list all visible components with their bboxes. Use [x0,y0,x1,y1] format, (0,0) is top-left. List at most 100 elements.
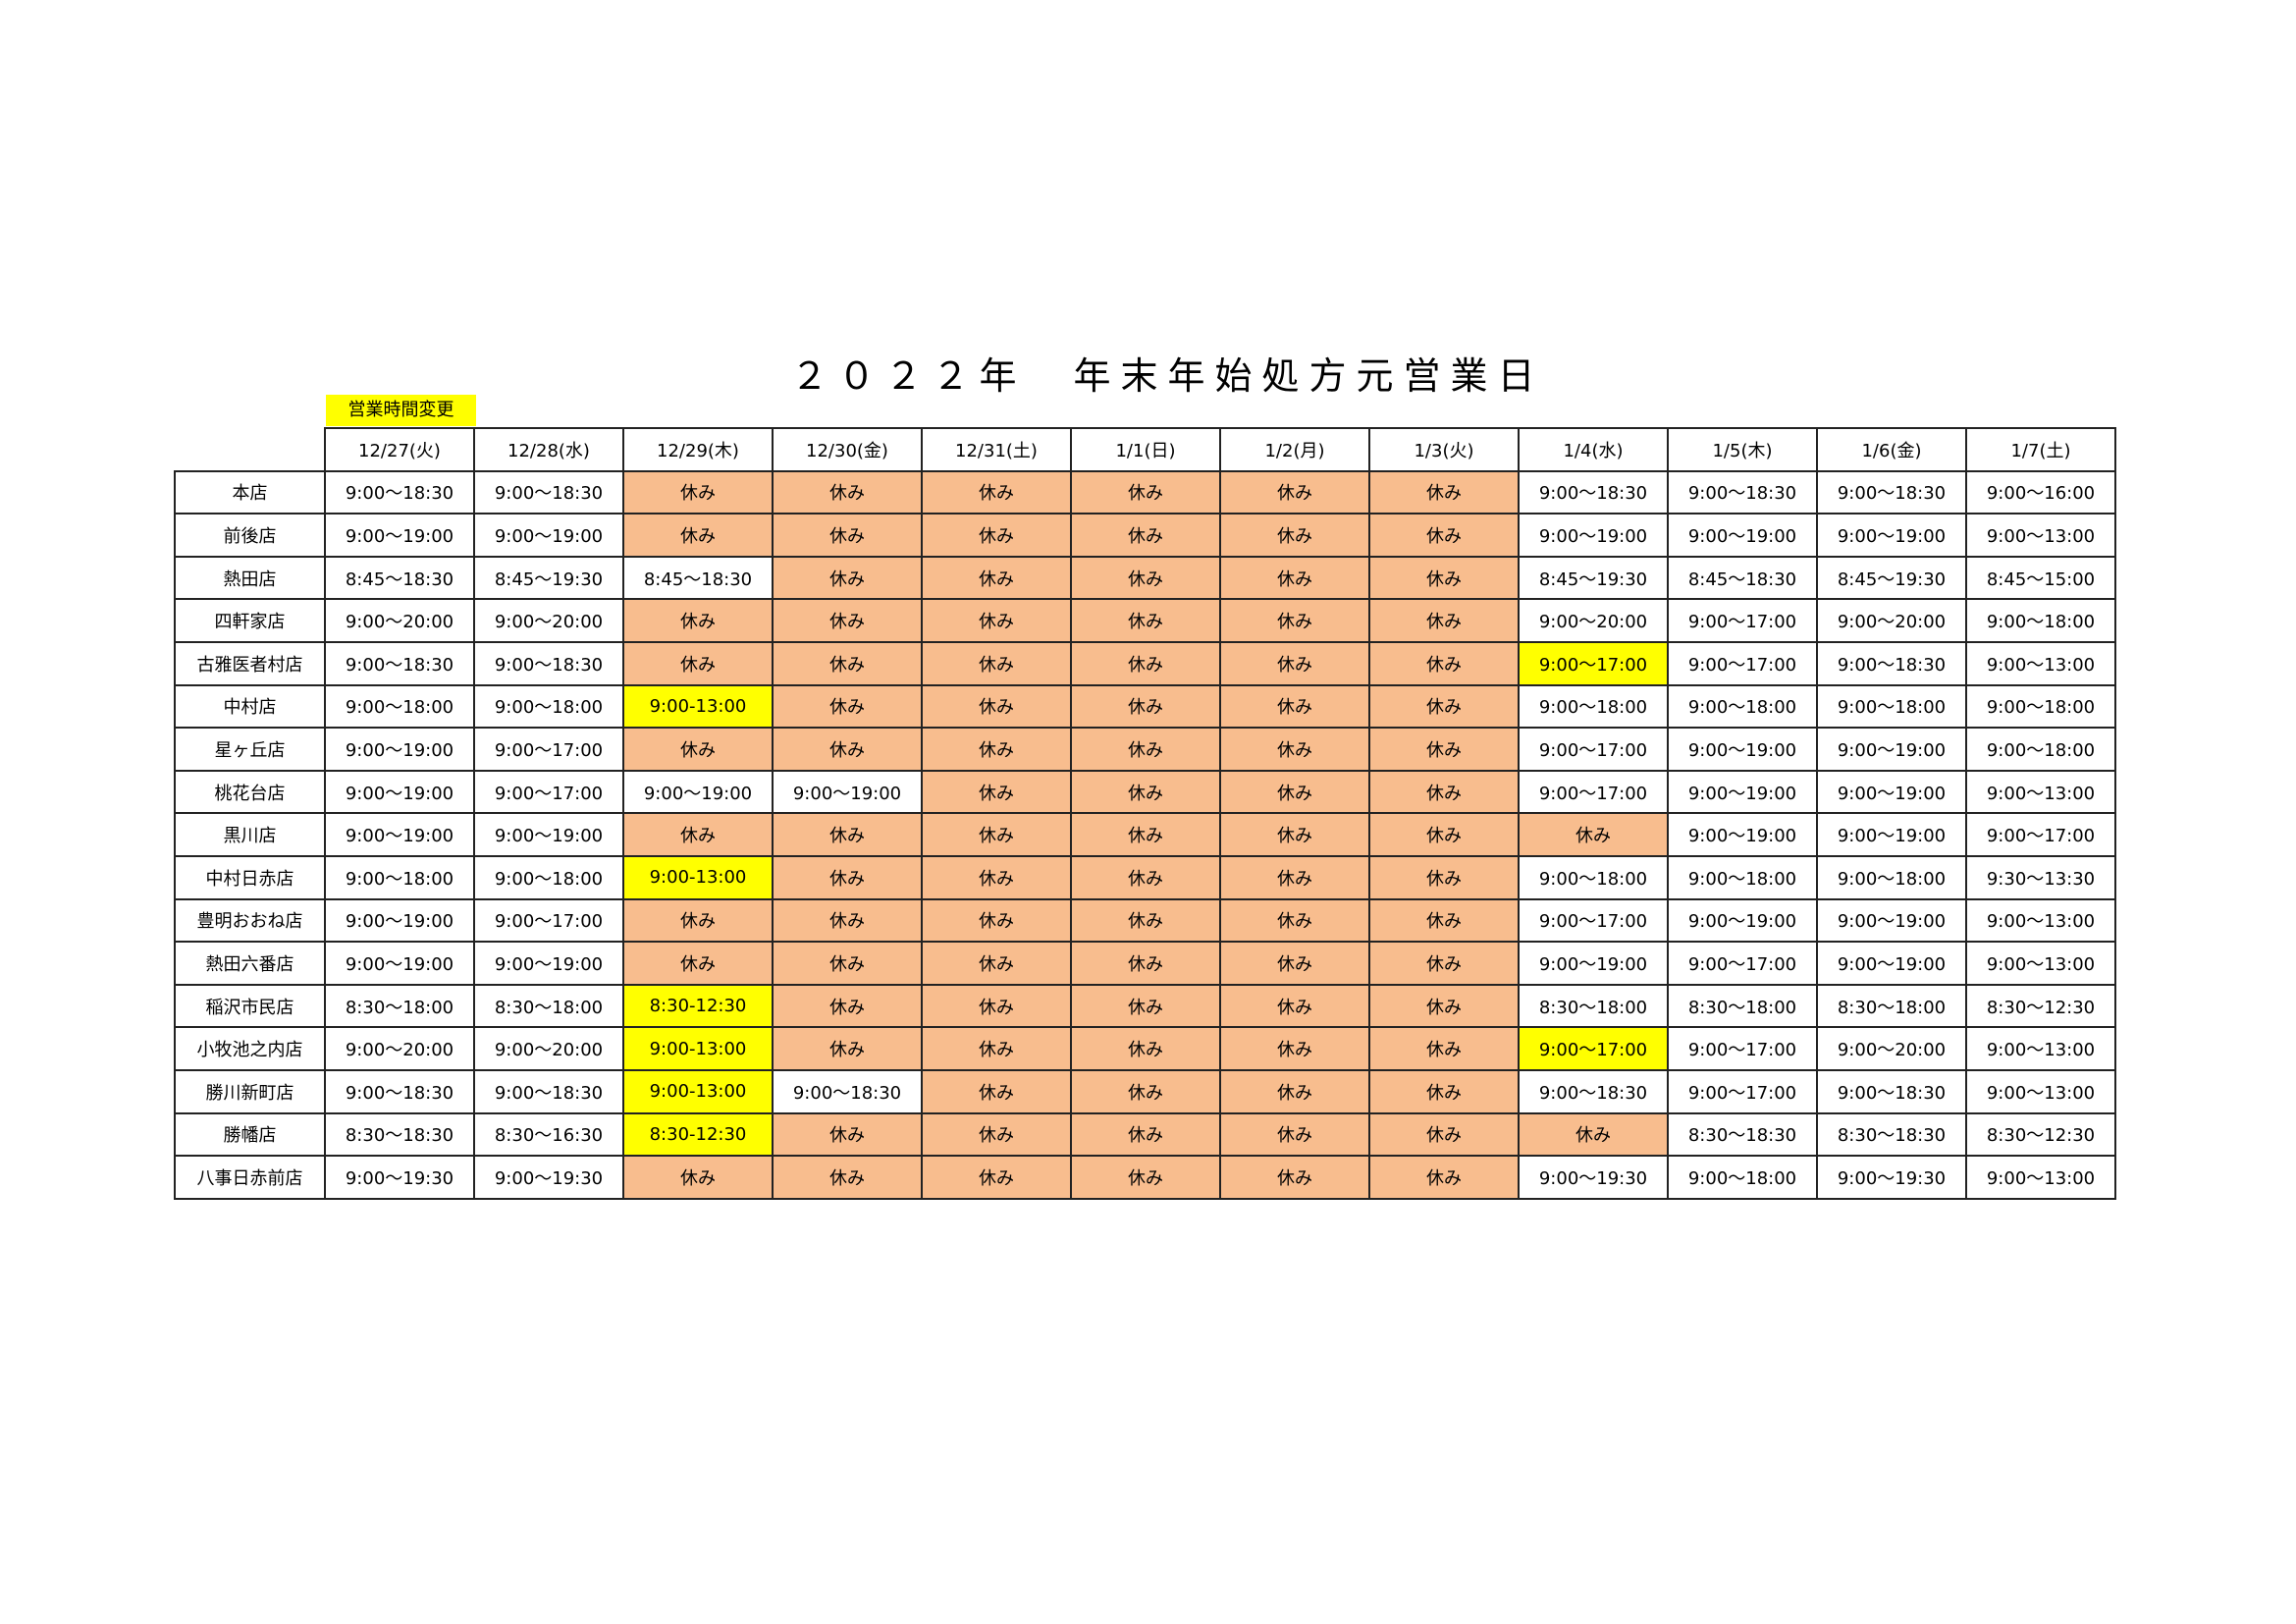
closed-cell: 休み [921,983,1072,1029]
closed-cell: 休み [772,854,923,900]
hours-cell: 9:00～17:00 [1518,897,1669,944]
closed-cell: 休み [1368,812,1520,857]
closed-cell: 休み [772,897,923,944]
closed-cell: 休み [1219,812,1370,857]
table-row: 中村日赤店 9:00～18:00 9:00～18:00 9:00-13:00 休み 休み休… [174,854,2116,900]
closed-cell: 休み [1368,1026,1520,1071]
hours-cell: 9:00～17:00 [1965,812,2116,857]
closed-cell: 休み [921,727,1072,772]
closed-cell: 休み [1070,1111,1221,1158]
hours-cell: 9:00～19:30 [473,1155,624,1200]
closed-cell: 休み [772,812,923,857]
closed-cell: 休み [1219,598,1370,643]
hours-cell: 9:00～13:00 [1965,941,2116,986]
closed-cell: 休み [1368,1111,1520,1158]
closed-cell: 休み [772,683,923,730]
closed-cell: 休み [1368,469,1520,515]
closed-cell: 休み [921,555,1072,601]
table-row: 勝川新町店 9:00～18:30 9:00～18:30 9:00-13:00 9:00～… [174,1068,2116,1114]
closed-cell: 休み [1219,1026,1370,1071]
closed-cell: 休み [1368,640,1520,686]
store-name: 勝幡店 [174,1111,326,1158]
store-name: 中村日赤店 [174,854,326,900]
hours-cell: 9:00～18:30 [1816,469,1967,515]
hours-cell: 9:00～13:00 [1965,640,2116,686]
closed-cell: 休み [1368,683,1520,730]
closed-cell: 休み [772,469,923,515]
closed-cell: 休み [1070,1155,1221,1200]
hours-cell: 9:00～17:00 [473,897,624,944]
hours-cell: 9:00～18:30 [324,1068,475,1114]
hours-cell: 9:00～19:00 [1816,897,1967,944]
hours-cell: 8:45～19:30 [473,555,624,601]
hours-cell: 9:00～19:00 [1816,769,1967,815]
header-row: 12/27(火) 12/28(水) 12/29(木) 12/30(金) 12/31(土)… [175,427,2116,472]
closed-cell: 休み [1368,513,1520,558]
hours-cell: 8:30～16:30 [473,1111,624,1158]
hours-cell: 9:00～19:30 [324,1155,475,1200]
date-header: 12/31(土) [921,427,1072,472]
store-name: 稲沢市民店 [174,983,326,1029]
closed-cell: 休み [1070,469,1221,515]
closed-cell: 休み [1518,1111,1669,1158]
hours-cell: 9:00～18:00 [1667,683,1818,730]
closed-cell: 休み [1219,1111,1370,1158]
closed-cell: 休み [1070,683,1221,730]
hours-cell: 8:45～18:30 [622,555,774,601]
store-name: 中村店 [174,683,326,730]
date-header: 1/6(金) [1816,427,1967,472]
table-row: 四軒家店 9:00～20:00 9:00～20:00 休み 休み 休み 休み 休み 休み 9:00… [174,598,2116,643]
closed-cell: 休み [1070,983,1221,1029]
changed-hours-cell: 8:30-12:30 [622,983,774,1029]
closed-cell: 休み [622,469,774,515]
closed-cell: 休み [921,1026,1072,1071]
hours-cell: 9:00～19:00 [324,941,475,986]
hours-cell: 9:00～18:00 [1518,683,1669,730]
hours-cell: 9:00～19:00 [324,897,475,944]
closed-cell: 休み [772,1026,923,1071]
closed-cell: 休み [622,513,774,558]
hours-cell: 9:00～13:00 [1965,769,2116,815]
closed-cell: 休み [772,513,923,558]
hours-cell: 9:00～18:00 [1667,854,1818,900]
hours-changed-legend: 営業時間変更 [326,395,476,426]
hours-cell: 9:00～20:00 [1816,1026,1967,1071]
closed-cell: 休み [1219,769,1370,815]
hours-cell: 9:00～18:30 [1816,1068,1967,1114]
hours-cell: 9:00～19:00 [1667,897,1818,944]
hours-cell: 9:00～19:00 [1816,513,1967,558]
hours-cell: 9:00～18:00 [1518,854,1669,900]
changed-hours-cell: 9:00-13:00 [622,854,774,900]
closed-cell: 休み [1219,854,1370,900]
closed-cell: 休み [1368,598,1520,643]
store-name: 桃花台店 [174,769,326,815]
hours-cell: 9:30～13:30 [1965,854,2116,900]
store-name: 熱田六番店 [174,941,326,986]
closed-cell: 休み [921,513,1072,558]
closed-cell: 休み [1219,983,1370,1029]
hours-cell: 9:00～19:00 [1816,941,1967,986]
changed-hours-cell: 9:00～17:00 [1518,640,1669,686]
closed-cell: 休み [1368,941,1520,986]
table-row: 本店 9:00～18:30 9:00～18:30 休み 休み 休み 休み 休み 休み 9:00～1… [174,469,2116,515]
closed-cell: 休み [921,941,1072,986]
table-row: 熱田店 8:45～18:30 8:45～19:30 8:45～18:30 休み 休み 休み休… [174,555,2116,601]
hours-cell: 9:00～19:00 [1518,941,1669,986]
hours-cell: 9:00～17:00 [473,769,624,815]
hours-cell: 8:45～15:00 [1965,555,2116,601]
closed-cell: 休み [622,941,774,986]
hours-cell: 8:30～18:30 [324,1111,475,1158]
closed-cell: 休み [1368,983,1520,1029]
closed-cell: 休み [622,727,774,772]
store-name: 勝川新町店 [174,1068,326,1114]
closed-cell: 休み [1219,897,1370,944]
hours-cell: 9:00～18:00 [1667,1155,1818,1200]
hours-cell: 9:00～17:00 [1667,1068,1818,1114]
closed-cell: 休み [772,1111,923,1158]
hours-cell: 9:00～18:30 [473,469,624,515]
changed-hours-cell: 9:00-13:00 [622,1026,774,1071]
hours-cell: 9:00～19:00 [324,727,475,772]
hours-cell: 8:30～18:00 [1816,983,1967,1029]
table-row: 桃花台店 9:00～19:00 9:00～17:00 9:00～19:00 9:00～1… [174,769,2116,815]
closed-cell: 休み [772,1155,923,1200]
